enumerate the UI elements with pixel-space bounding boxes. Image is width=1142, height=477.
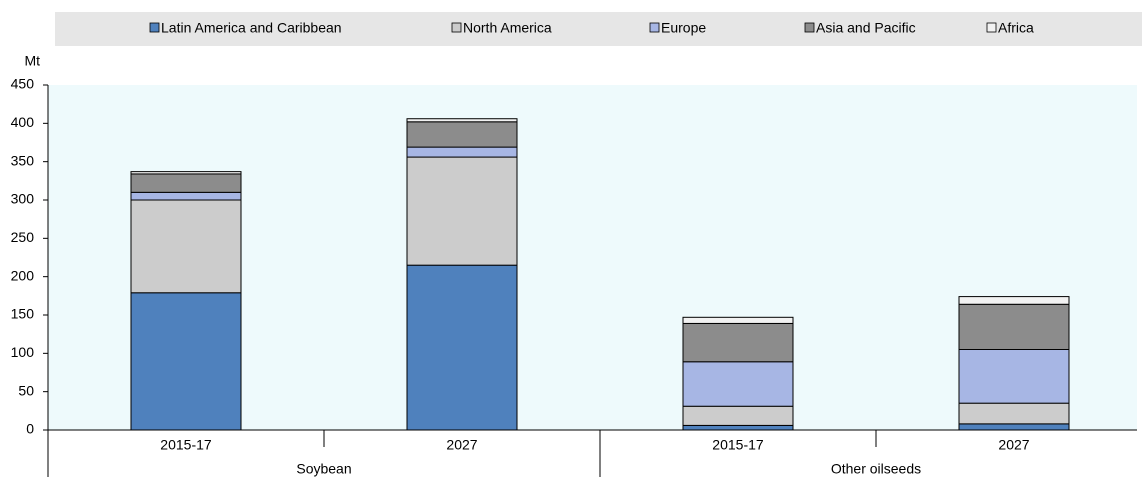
bar-segment [130,199,242,294]
legend-background [55,12,1142,46]
y-tick-label: 100 [11,344,35,360]
y-tick-label: 400 [11,114,35,130]
bar-segment [682,322,794,363]
bar-segment [958,402,1070,425]
y-tick-label: 200 [11,267,35,283]
bar-segment [682,405,794,426]
bar-segment [682,424,794,431]
legend-swatch [149,22,160,33]
x-tick-label: 2015-17 [160,437,212,453]
bar-segment [130,191,242,201]
bar-segment [406,118,518,123]
bar-segment [958,423,1070,431]
legend-label: Europe [661,20,706,36]
legend-swatch [649,22,660,33]
y-tick-label: 150 [11,306,35,322]
bar-segment [406,146,518,158]
x-tick-label: 2027 [446,437,477,453]
legend-label: Latin America and Caribbean [161,20,342,36]
bar-segment [958,349,1070,404]
legend-label: Asia and Pacific [816,20,916,36]
legend-swatch [986,22,997,33]
x-tick-label: 2015-17 [712,437,764,453]
y-tick-label: 250 [11,229,35,245]
legend-label: North America [463,20,552,36]
y-tick-label: 50 [18,382,34,398]
y-tick-label: 450 [11,76,35,92]
bar-segment [406,264,518,431]
legend-swatch [804,22,815,33]
bar-segment [958,296,1070,305]
bar-segment [130,171,242,175]
y-axis-label: Mt [24,53,40,69]
x-tick-label: 2027 [998,437,1029,453]
bar-segment [958,303,1070,350]
y-tick-label: 0 [26,421,34,437]
bar-segment [130,173,242,193]
legend-label: Africa [998,20,1034,36]
bar-segment [406,156,518,266]
bar-segment [130,292,242,431]
y-tick-label: 300 [11,191,35,207]
bar-segment [406,121,518,148]
legend-swatch [451,22,462,33]
bar-segment [682,361,794,407]
group-label: Other oilseeds [831,461,921,477]
bar-segment [682,316,794,324]
y-tick-label: 350 [11,152,35,168]
group-label: Soybean [296,461,351,477]
